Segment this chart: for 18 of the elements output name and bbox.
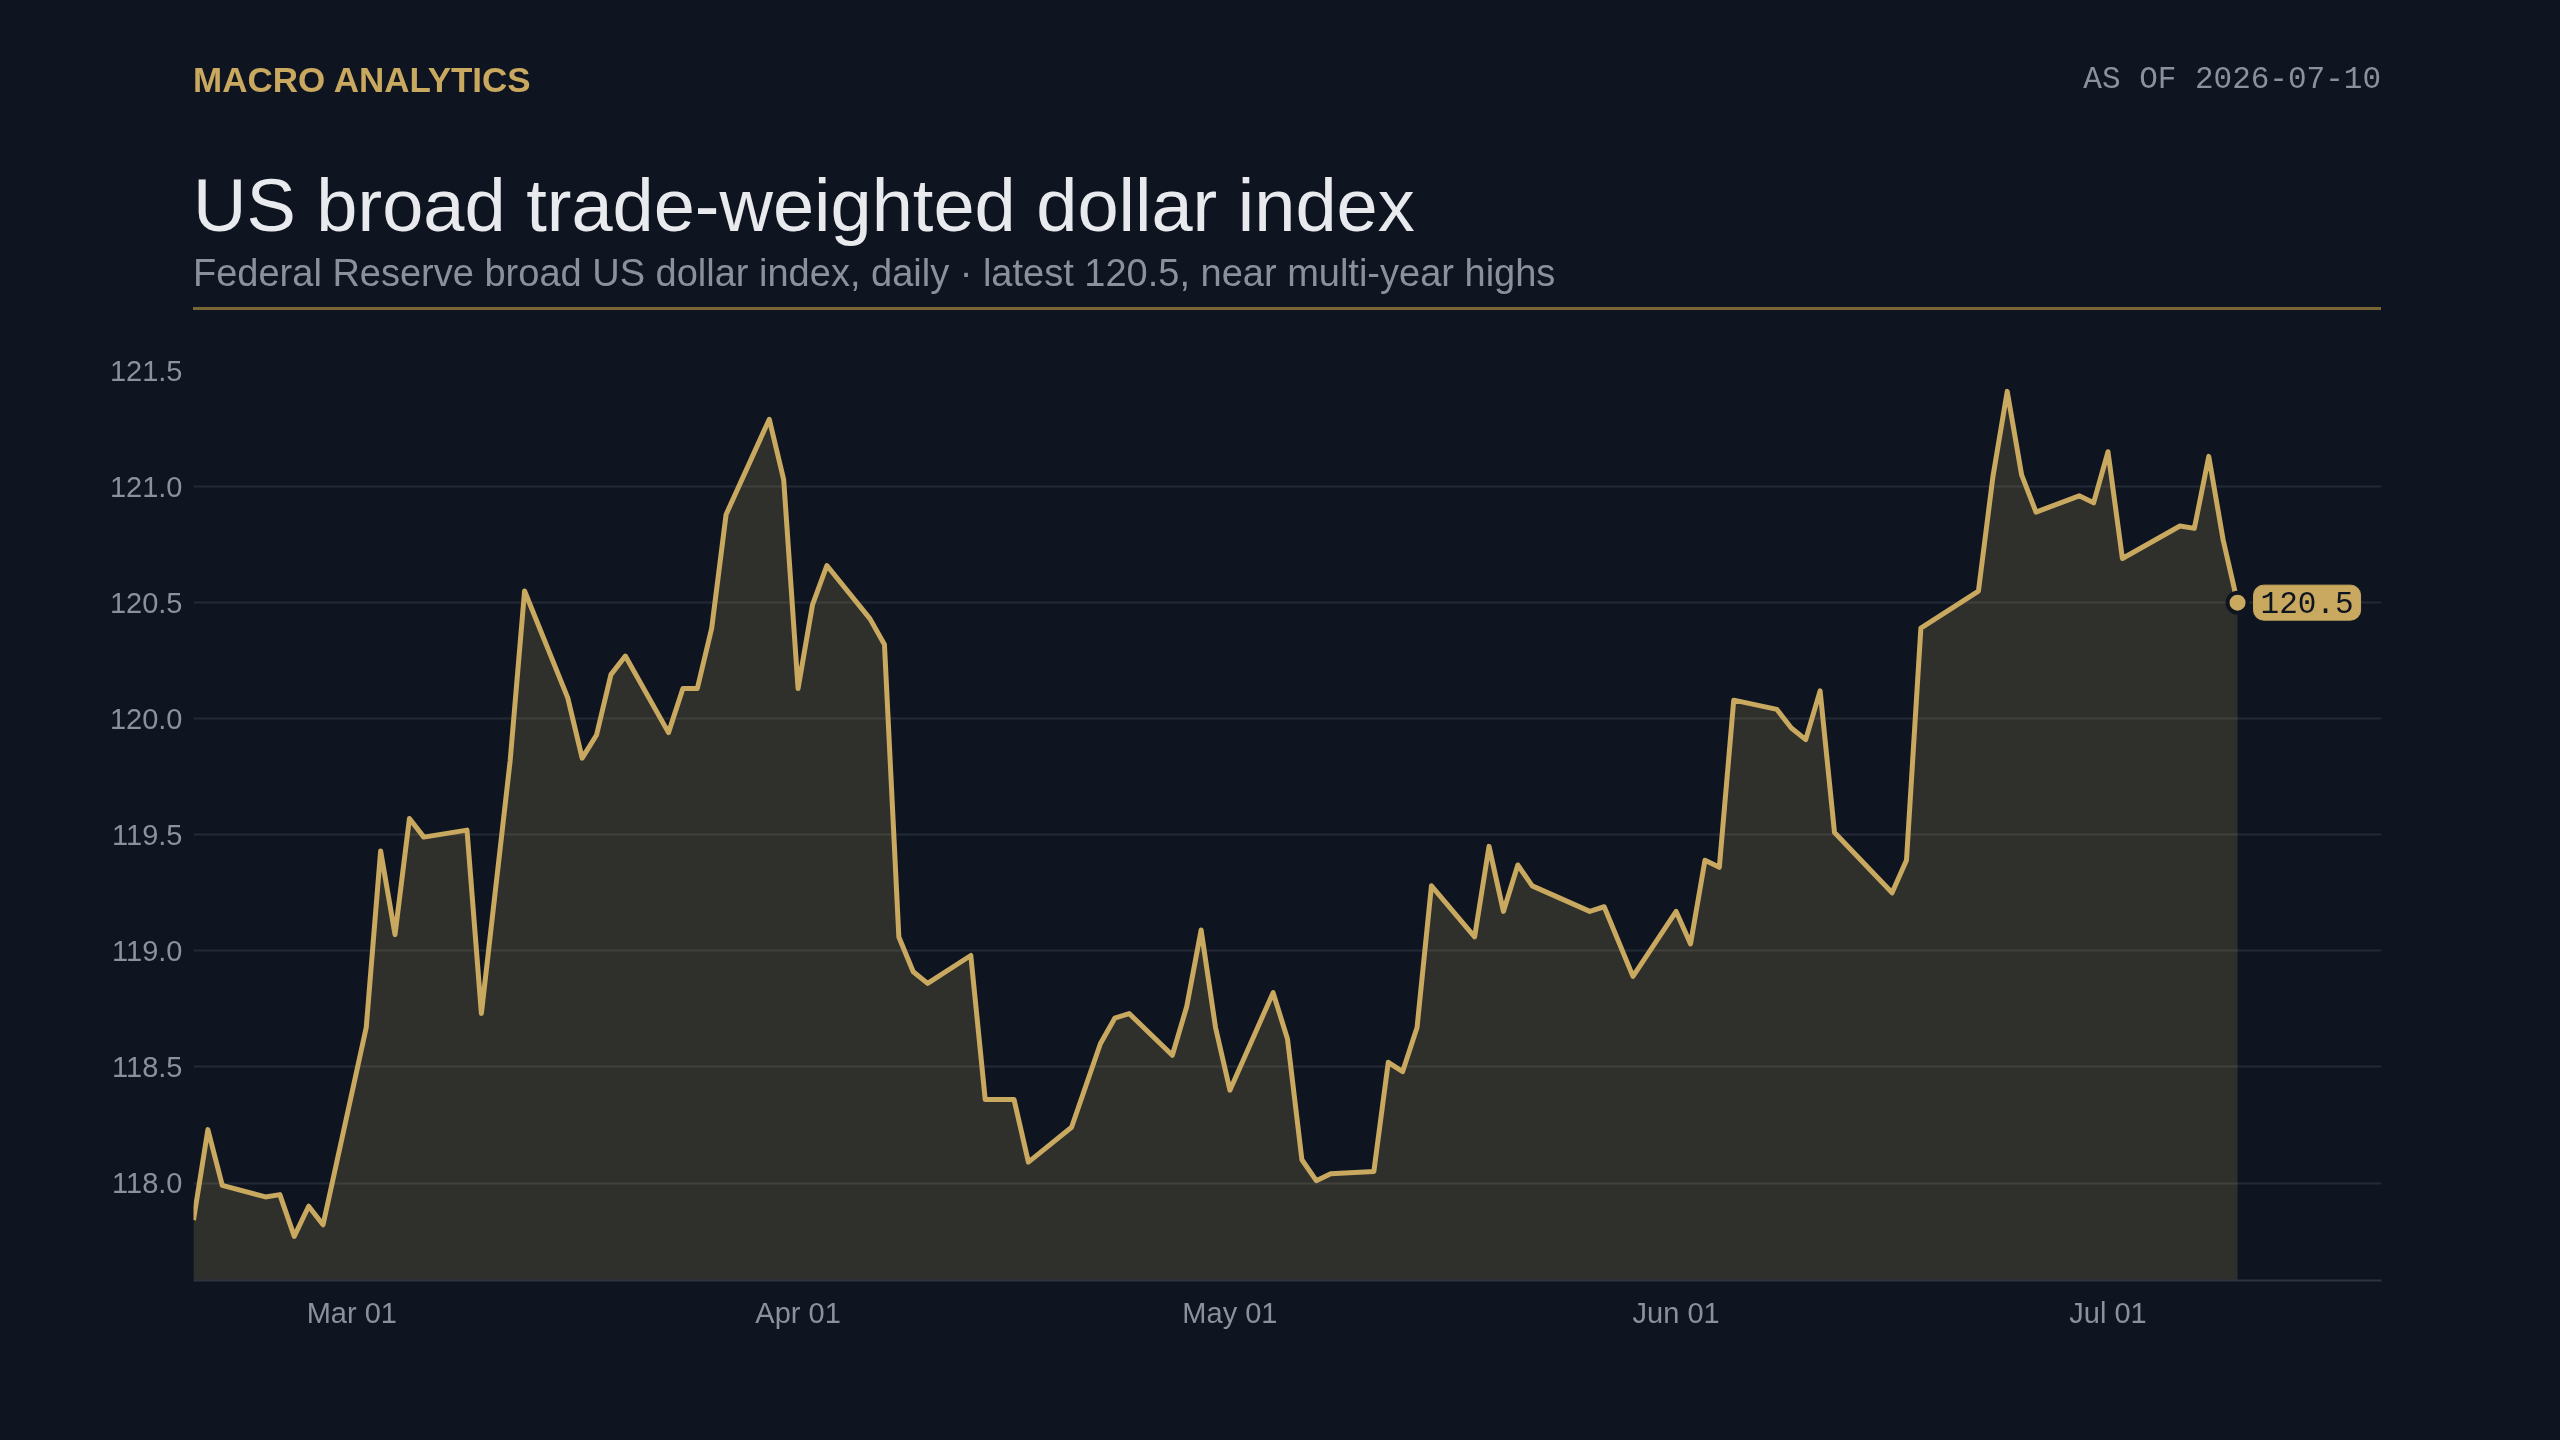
y-tick-label: 120.0 xyxy=(109,702,183,735)
y-tick-label: 119.0 xyxy=(112,934,183,967)
y-tick-label: 118.5 xyxy=(112,1050,183,1083)
x-tick-label: May 01 xyxy=(1182,1296,1278,1329)
y-tick-label: 121.5 xyxy=(109,354,183,387)
text: MACRO ANALYTICS xyxy=(193,59,531,101)
chart-subtitle: Federal Reserve broad US dollar index, daily · latest 120.5, near multi-year highs xyxy=(193,246,2381,310)
x-tick-label: Mar 01 xyxy=(306,1296,397,1329)
chart-title: US broad trade-weighted dollar index xyxy=(193,164,1416,247)
x-tick-label: Jul 01 xyxy=(2069,1296,2147,1329)
text: AS OF 2026-07-10 xyxy=(2083,60,2381,99)
y-tick-label: 120.5 xyxy=(109,586,183,619)
y-tick-label: 118.0 xyxy=(112,1167,183,1199)
annotation: 120.5 xyxy=(2260,587,2354,623)
y-tick-label: 121.0 xyxy=(109,470,183,503)
y-tick-label: 119.5 xyxy=(112,818,183,851)
x-tick-label: Apr 01 xyxy=(755,1296,841,1329)
x-tick-label: Jun 01 xyxy=(1632,1296,1720,1329)
